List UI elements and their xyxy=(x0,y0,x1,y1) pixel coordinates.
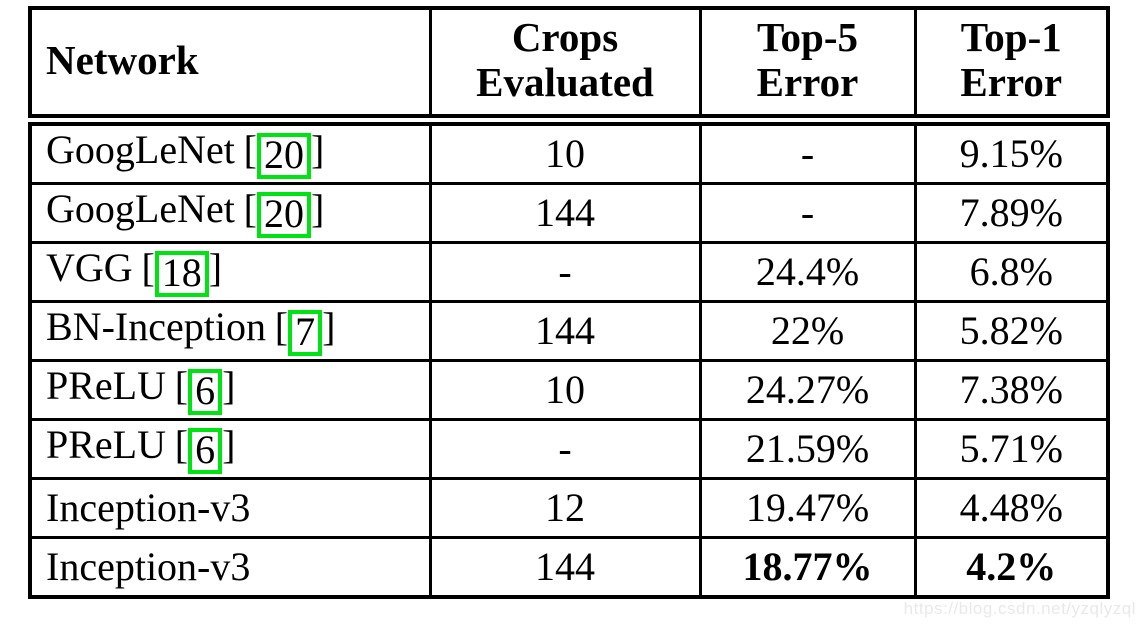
network-cell: GoogLeNet[20] xyxy=(28,118,432,186)
network-cell: VGG[18] xyxy=(28,241,432,304)
network-name: GoogLeNet xyxy=(46,185,235,231)
citation-bracket-close: ] xyxy=(208,244,223,290)
network-name: VGG xyxy=(46,244,133,290)
network-cell: BN-Inception[7] xyxy=(28,300,432,363)
top5-cell: 18.77% xyxy=(698,536,917,599)
network-name: Inception-v3 xyxy=(46,544,251,590)
top1-cell: 7.89% xyxy=(913,182,1110,245)
citation-link[interactable]: 6 xyxy=(188,427,223,474)
table-body: GoogLeNet[20] 10 - 9.15% GoogLeNet[20] 1… xyxy=(28,118,1110,599)
top5-cell: - xyxy=(698,182,917,245)
crops-cell: 144 xyxy=(428,300,702,363)
table-row: PReLU[6] - 21.59% 5.71% xyxy=(28,418,1110,481)
table-row: GoogLeNet[20] 144 - 7.89% xyxy=(28,182,1110,245)
table-header: Network Crops Evaluated Top-5 Error Top-… xyxy=(28,6,1110,127)
crops-cell: 144 xyxy=(428,182,702,245)
citation-bracket-open: [ xyxy=(174,362,189,408)
table-row: GoogLeNet[20] 10 - 9.15% xyxy=(28,118,1110,186)
top5-cell: 22% xyxy=(698,300,917,363)
table-row: BN-Inception[7] 144 22% 5.82% xyxy=(28,300,1110,363)
citation-bracket-open: [ xyxy=(174,421,189,467)
network-cell: Inception-v3 xyxy=(28,536,432,599)
top1-cell: 5.71% xyxy=(913,418,1110,481)
citation-bracket-close: ] xyxy=(322,303,336,349)
citation-link[interactable]: 20 xyxy=(256,191,311,238)
network-name: GoogLeNet xyxy=(46,126,235,172)
network-name: PReLU xyxy=(46,421,166,467)
header-top5-error: Top-5 Error xyxy=(698,6,917,127)
citation-link[interactable]: 18 xyxy=(154,250,209,297)
citation-bracket-open: [ xyxy=(243,185,257,231)
crops-cell: - xyxy=(428,418,702,481)
citation-bracket-open: [ xyxy=(243,126,257,172)
header-top1-error: Top-1 Error xyxy=(913,6,1110,127)
network-name: PReLU xyxy=(46,362,166,408)
top5-cell: 21.59% xyxy=(698,418,917,481)
table-row: PReLU[6] 10 24.27% 7.38% xyxy=(28,359,1110,422)
citation-bracket-open: [ xyxy=(141,244,155,290)
crops-cell: 10 xyxy=(428,359,702,422)
top5-cell: 24.27% xyxy=(698,359,917,422)
network-name: Inception-v3 xyxy=(46,485,251,531)
top5-cell: - xyxy=(698,118,917,186)
network-cell: Inception-v3 xyxy=(28,477,432,540)
citation-link[interactable]: 20 xyxy=(256,132,311,179)
network-cell: PReLU[6] xyxy=(28,359,432,422)
table-row: Inception-v3 12 19.47% 4.48% xyxy=(28,477,1110,540)
top1-cell: 4.2% xyxy=(913,536,1110,599)
citation-bracket-close: ] xyxy=(310,185,325,231)
top1-cell: 4.48% xyxy=(913,477,1110,540)
citation-bracket-close: ] xyxy=(222,362,236,408)
citation-link[interactable]: 6 xyxy=(188,368,223,415)
citation-bracket-open: [ xyxy=(274,303,289,349)
results-table: Network Crops Evaluated Top-5 Error Top-… xyxy=(28,6,1110,600)
crops-cell: 12 xyxy=(428,477,702,540)
table-row: Inception-v3 144 18.77% 4.2% xyxy=(28,536,1110,599)
header-row: Network Crops Evaluated Top-5 Error Top-… xyxy=(28,6,1110,127)
header-crops-evaluated: Crops Evaluated xyxy=(428,6,702,127)
top1-cell: 6.8% xyxy=(913,241,1110,304)
crops-cell: 144 xyxy=(428,536,702,599)
header-network: Network xyxy=(28,6,432,127)
citation-bracket-close: ] xyxy=(310,126,325,172)
citation-link[interactable]: 7 xyxy=(288,309,323,356)
table-row: VGG[18] - 24.4% 6.8% xyxy=(28,241,1110,304)
top1-cell: 9.15% xyxy=(913,118,1110,186)
top5-cell: 24.4% xyxy=(698,241,917,304)
crops-cell: - xyxy=(428,241,702,304)
top1-cell: 7.38% xyxy=(913,359,1110,422)
top5-cell: 19.47% xyxy=(698,477,917,540)
crops-cell: 10 xyxy=(428,118,702,186)
network-cell: PReLU[6] xyxy=(28,418,432,481)
csdn-watermark: https://blog.csdn.net/yzqlyzql xyxy=(903,599,1136,618)
top1-cell: 5.82% xyxy=(913,300,1110,363)
network-cell: GoogLeNet[20] xyxy=(28,182,432,245)
network-name: BN-Inception xyxy=(46,303,266,349)
citation-bracket-close: ] xyxy=(222,421,236,467)
